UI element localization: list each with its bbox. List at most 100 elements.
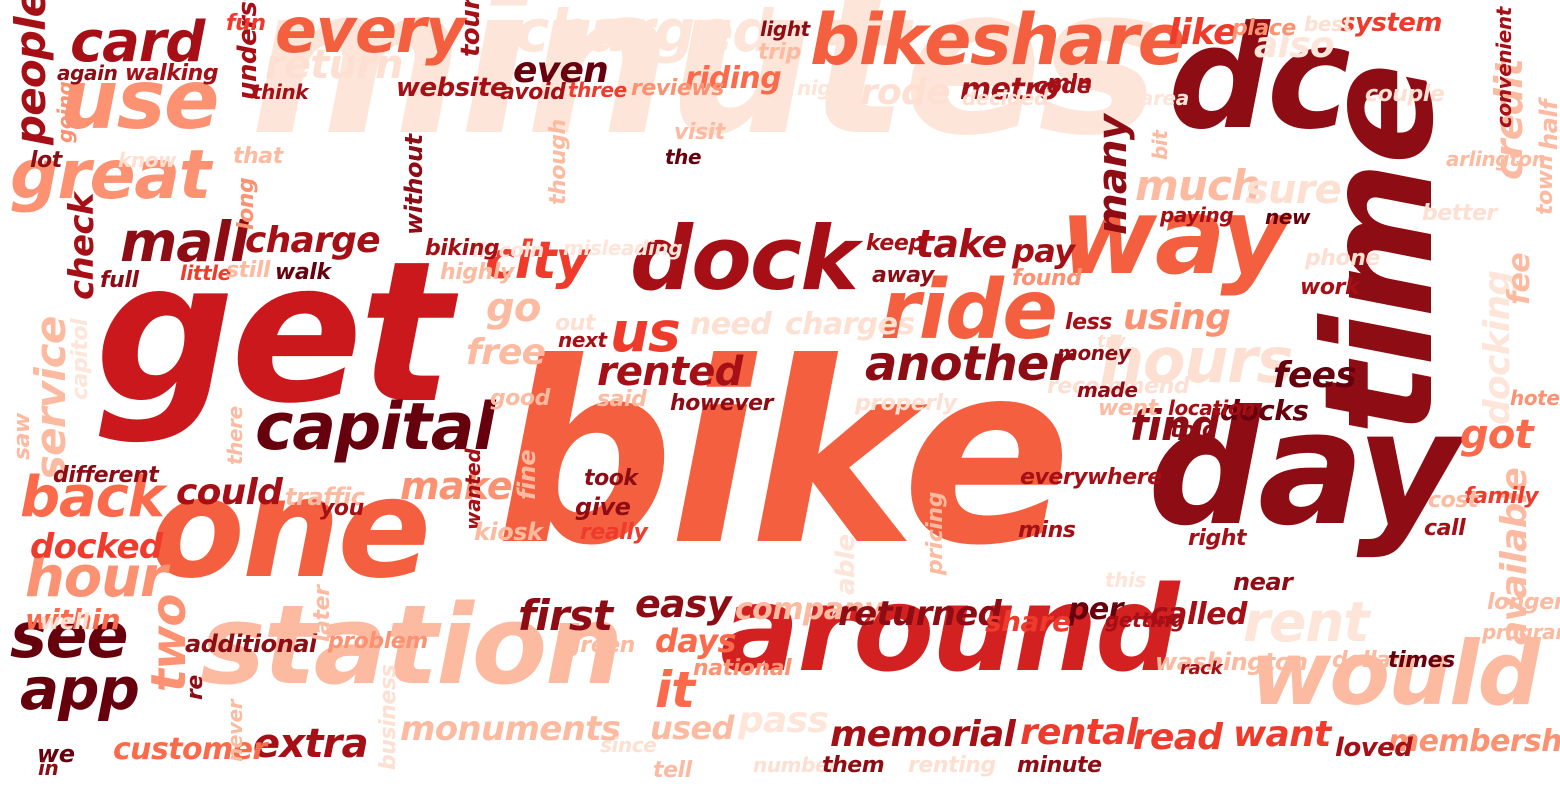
cloud-word-also: also bbox=[1254, 25, 1335, 66]
cloud-word-call: call bbox=[1424, 516, 1466, 541]
cloud-word-cost: cost bbox=[1428, 488, 1479, 513]
cloud-word-way: way bbox=[1060, 176, 1289, 298]
cloud-word-green: green bbox=[565, 633, 635, 658]
cloud-word-getting: getting bbox=[1105, 608, 1185, 632]
cloud-word-this: this bbox=[1105, 568, 1146, 592]
cloud-word-around: around bbox=[720, 560, 1180, 698]
cloud-word-reviews: reviews bbox=[631, 76, 724, 101]
cloud-word-never: never bbox=[223, 699, 247, 762]
cloud-word-tour: tour bbox=[456, 0, 486, 57]
cloud-word-biking: biking bbox=[425, 236, 500, 261]
cloud-word-rental: rental bbox=[1020, 712, 1138, 753]
cloud-word-went: went bbox=[1098, 396, 1158, 421]
cloud-word-like: like bbox=[1168, 12, 1238, 53]
cloud-word-visit: visit bbox=[674, 120, 725, 145]
cloud-word-know: know bbox=[118, 148, 177, 172]
cloud-word-pricing: pricing bbox=[923, 491, 948, 575]
cloud-word-less: less bbox=[1065, 310, 1112, 335]
cloud-word-check: check bbox=[62, 193, 102, 300]
cloud-word-website: website bbox=[396, 73, 508, 103]
cloud-word-sure: sure bbox=[1245, 167, 1342, 213]
cloud-word-dc: dc bbox=[1168, 0, 1351, 161]
cloud-word-new: new bbox=[1265, 205, 1311, 229]
cloud-word-there: there bbox=[223, 406, 247, 465]
cloud-word-walking: walking bbox=[125, 61, 219, 86]
cloud-word-three: three bbox=[568, 78, 627, 102]
cloud-word-town: town bbox=[1533, 155, 1558, 215]
cloud-word-keep: keep bbox=[866, 231, 924, 256]
cloud-word-hotel: hotel bbox=[1510, 386, 1560, 410]
cloud-word-half: half bbox=[1535, 99, 1560, 150]
cloud-word-work: work bbox=[1300, 275, 1360, 300]
cloud-word-decided: decided bbox=[962, 86, 1048, 110]
cloud-word-best: best bbox=[1304, 12, 1352, 36]
cloud-word-minutes: minutes bbox=[250, 0, 1160, 181]
cloud-word-app: app bbox=[20, 655, 140, 723]
cloud-word-ride: ride bbox=[880, 263, 1058, 358]
cloud-word-min: min bbox=[1047, 71, 1092, 96]
cloud-word-saw: saw bbox=[10, 413, 35, 460]
cloud-word-out: out bbox=[555, 311, 595, 336]
cloud-word-couple: couple bbox=[1365, 82, 1445, 107]
cloud-word-see: see bbox=[10, 599, 129, 672]
cloud-word-hour: hour bbox=[25, 545, 167, 610]
cloud-word-first: first bbox=[518, 591, 613, 640]
cloud-word-since: since bbox=[600, 733, 657, 757]
cloud-word-able: able bbox=[831, 534, 861, 595]
cloud-word-full: full bbox=[100, 268, 139, 293]
cloud-word-another: another bbox=[865, 336, 1072, 392]
cloud-word-share: share bbox=[985, 605, 1071, 638]
cloud-word-people: people bbox=[6, 0, 55, 145]
cloud-word-money: money bbox=[1057, 341, 1131, 365]
cloud-word-good: good bbox=[490, 386, 550, 411]
cloud-word-little: little bbox=[180, 261, 231, 285]
cloud-word-bit: bit bbox=[1148, 130, 1172, 160]
cloud-word-rented: rented bbox=[597, 349, 743, 395]
cloud-word-memorial: memorial bbox=[830, 714, 1016, 755]
cloud-word-free: free bbox=[466, 332, 546, 373]
cloud-word-per: per bbox=[1068, 592, 1123, 627]
cloud-word-extra: extra bbox=[253, 721, 369, 767]
cloud-word-got: got bbox=[1460, 412, 1534, 458]
cloud-word-different: different bbox=[53, 463, 159, 488]
cloud-word-days: days bbox=[655, 622, 737, 660]
cloud-word-rode: rode bbox=[860, 72, 951, 113]
cloud-word-light: light bbox=[760, 17, 810, 41]
cloud-word-properly: properly bbox=[855, 391, 957, 416]
cloud-word-you: you bbox=[320, 496, 364, 521]
cloud-word-lot: lot bbox=[30, 148, 62, 173]
cloud-word-using: using bbox=[1123, 297, 1231, 338]
cloud-word-kiosk: kiosk bbox=[474, 518, 543, 546]
cloud-word-next: next bbox=[558, 328, 607, 352]
cloud-word-that: that bbox=[233, 144, 283, 169]
cloud-word-found: found bbox=[1012, 266, 1082, 291]
cloud-word-well: well bbox=[40, 610, 89, 635]
cloud-word-many: many bbox=[1090, 114, 1136, 235]
cloud-word-charge: charge bbox=[245, 220, 381, 261]
cloud-word-paying: paying bbox=[1160, 203, 1234, 227]
cloud-word-want: want bbox=[1233, 714, 1331, 755]
cloud-word-code: code bbox=[1034, 74, 1092, 99]
cloud-word-used: used bbox=[650, 709, 735, 747]
cloud-word-within: within bbox=[25, 603, 121, 636]
cloud-word-could: could bbox=[176, 472, 283, 513]
cloud-word-capital: capital bbox=[255, 390, 496, 465]
cloud-word-returned: returned bbox=[838, 594, 1002, 634]
cloud-word-back: back bbox=[20, 465, 165, 530]
cloud-word-would: would bbox=[1250, 622, 1541, 725]
cloud-word-trip: trip bbox=[758, 40, 801, 65]
cloud-word-convenient: convenient bbox=[1492, 7, 1516, 128]
cloud-word-docks: docks bbox=[1220, 394, 1309, 427]
cloud-word-however: however bbox=[670, 391, 774, 416]
cloud-word-charged: charged bbox=[515, 0, 774, 65]
cloud-word-number: number bbox=[753, 753, 838, 777]
cloud-word-give: give bbox=[575, 493, 631, 521]
cloud-word-recommend: recommend bbox=[1047, 374, 1190, 399]
cloud-word-times: times bbox=[1388, 648, 1455, 673]
cloud-word-get: get bbox=[95, 219, 452, 446]
cloud-word-fine: fine bbox=[513, 449, 541, 500]
cloud-word-customer: customer bbox=[113, 732, 267, 767]
cloud-word-read: read bbox=[1133, 717, 1223, 758]
cloud-word-though: though bbox=[546, 119, 571, 205]
